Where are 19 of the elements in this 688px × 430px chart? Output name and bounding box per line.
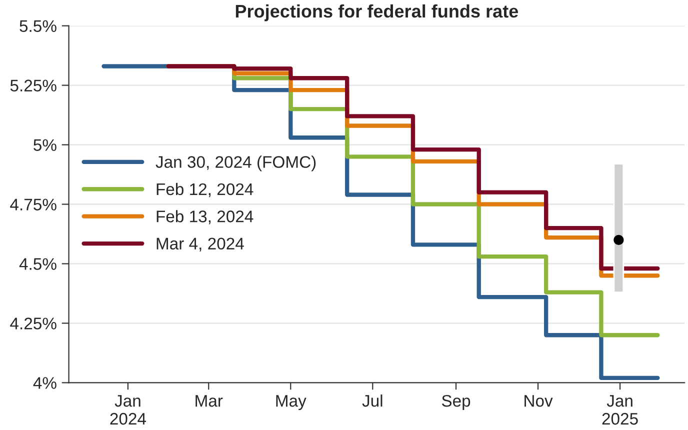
x-tick-label: Jan 2024 xyxy=(110,395,146,425)
x-tick-label: May xyxy=(276,395,306,410)
x-tick-label: Sep xyxy=(442,394,470,410)
y-tick-label: 4.75% xyxy=(10,198,56,210)
x-tick-label: Mar xyxy=(196,395,223,407)
legend-label: Mar 4, 2024 xyxy=(156,238,244,252)
y-tick-label: 5% xyxy=(34,139,56,151)
x-tick-label: Jan 2025 xyxy=(602,395,638,425)
chart-title: Projections for federal funds rate xyxy=(236,4,518,22)
y-tick-label: 4% xyxy=(33,377,56,389)
legend-label: Jan 30, 2024 (FOMC) xyxy=(156,156,316,172)
legend-label: Feb 13, 2024 xyxy=(156,210,254,224)
y-tick-label: 4.25% xyxy=(10,318,56,330)
legend-label: Feb 12, 2024 xyxy=(156,182,254,198)
y-tick-label: 5.25% xyxy=(10,80,56,92)
x-tick-label: Jul xyxy=(362,394,382,407)
y-tick-label: 5.5% xyxy=(20,20,56,32)
x-tick-label: Nov xyxy=(524,395,553,407)
y-tick-label: 4.5% xyxy=(19,258,56,270)
